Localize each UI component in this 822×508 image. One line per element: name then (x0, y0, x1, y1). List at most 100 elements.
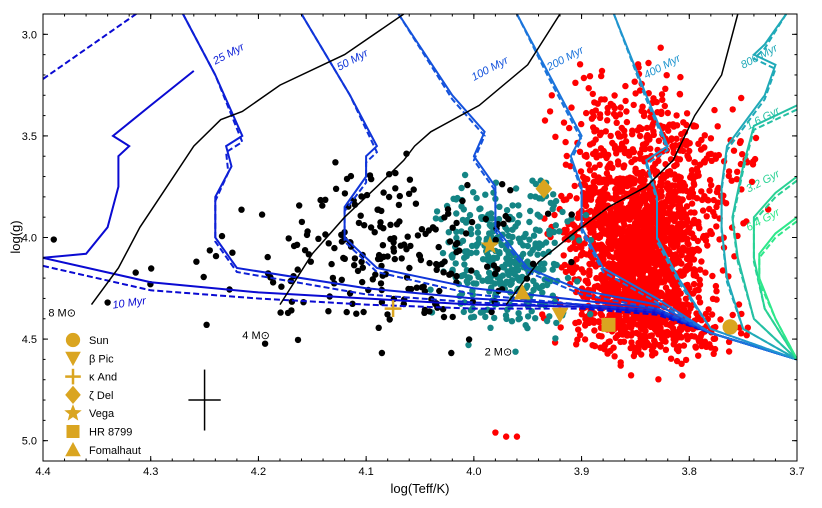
f-type-point (677, 236, 685, 243)
a-type-point (527, 207, 534, 215)
f-type-point (661, 334, 668, 341)
b-type-point (468, 218, 476, 226)
b-type-point (468, 267, 475, 274)
x-tick-label: 4.4 (35, 466, 50, 478)
f-type-point (663, 184, 671, 191)
b-type-point (317, 196, 324, 204)
a-type-point (550, 228, 558, 236)
b-type-point (380, 189, 387, 196)
a-type-point (449, 254, 456, 261)
f-type-point (738, 94, 745, 102)
f-type-point (642, 140, 649, 147)
a-type-point (504, 226, 511, 234)
a-type-point (532, 226, 540, 233)
a-type-point (433, 208, 441, 215)
f-type-point (699, 207, 707, 214)
f-type-point (591, 164, 598, 171)
f-type-point (585, 85, 592, 92)
f-type-point (628, 259, 635, 267)
isochrone-upper-solid-0 (43, 70, 195, 259)
f-type-point (657, 343, 664, 350)
f-type-point (598, 312, 606, 319)
b-type-point (387, 221, 394, 228)
f-type-point (661, 102, 668, 110)
b-type-point (369, 276, 376, 283)
f-type-point (589, 342, 596, 349)
b-type-point (482, 215, 489, 223)
a-type-point (527, 193, 534, 200)
f-type-point (644, 250, 651, 258)
a-type-point (463, 278, 470, 285)
b-type-point (445, 210, 452, 217)
f-type-point (702, 269, 709, 276)
f-type-point (671, 329, 678, 336)
f-type-point (546, 108, 554, 115)
f-type-point (572, 79, 579, 87)
f-type-point (613, 205, 620, 212)
b-type-point (351, 262, 358, 269)
f-type-point (635, 200, 642, 207)
f-type-point (684, 153, 691, 160)
f-type-point (611, 224, 618, 232)
f-type-point (670, 123, 677, 130)
f-type-point (575, 318, 582, 326)
f-type-point (737, 330, 745, 337)
f-type-point (646, 332, 654, 340)
b-type-point (328, 260, 335, 268)
a-type-point (543, 317, 551, 325)
f-type-point (714, 123, 721, 130)
f-type-point (691, 216, 698, 224)
f-type-point (571, 182, 578, 190)
a-type-point (524, 313, 532, 320)
f-type-point (648, 237, 655, 244)
f-type-point (636, 267, 644, 274)
b-type-point (298, 218, 306, 226)
f-type-point (658, 230, 666, 237)
b-type-point (440, 313, 448, 321)
b-type-point (433, 260, 440, 268)
b-type-point (502, 212, 509, 220)
f-type-point (561, 226, 568, 234)
b-type-point (351, 255, 359, 262)
f-type-point (660, 292, 667, 300)
f-type-point (590, 317, 597, 324)
x-tick-label: 3.9 (574, 466, 589, 478)
f-type-point (686, 147, 693, 155)
f-type-point (627, 372, 635, 379)
a-type-point (485, 252, 492, 260)
b-type-point (436, 287, 443, 295)
b-type-point (377, 280, 385, 287)
f-type-point (623, 108, 630, 115)
b-type-point (384, 311, 391, 318)
f-type-point (717, 316, 724, 323)
f-type-point (602, 220, 610, 227)
b-type-point (296, 202, 303, 209)
a-type-point (564, 274, 572, 282)
f-type-point (621, 236, 628, 243)
a-type-point (551, 239, 558, 246)
a-type-point (488, 215, 496, 222)
f-type-point (711, 106, 718, 114)
b-type-point (331, 244, 338, 252)
a-type-point (545, 248, 552, 255)
f-type-point (634, 127, 641, 134)
b-type-point (338, 231, 345, 238)
f-type-point (588, 191, 596, 198)
f-type-point (600, 214, 607, 221)
f-type-point (631, 178, 638, 185)
f-type-point (703, 155, 710, 162)
y-axis-title: log(g) (8, 220, 23, 253)
f-type-point (701, 132, 708, 139)
f-type-point (578, 311, 585, 318)
b-type-point (338, 238, 346, 245)
b-type-point (359, 264, 366, 271)
f-type-point (629, 330, 636, 337)
f-type-point (625, 148, 632, 156)
f-type-point (551, 211, 558, 219)
f-type-point (712, 282, 720, 290)
isochrone-dashed-3 (397, 14, 797, 361)
b-type-point (368, 175, 375, 183)
f-type-point (585, 161, 592, 168)
f-type-point (688, 200, 696, 207)
a-type-point (515, 310, 522, 317)
